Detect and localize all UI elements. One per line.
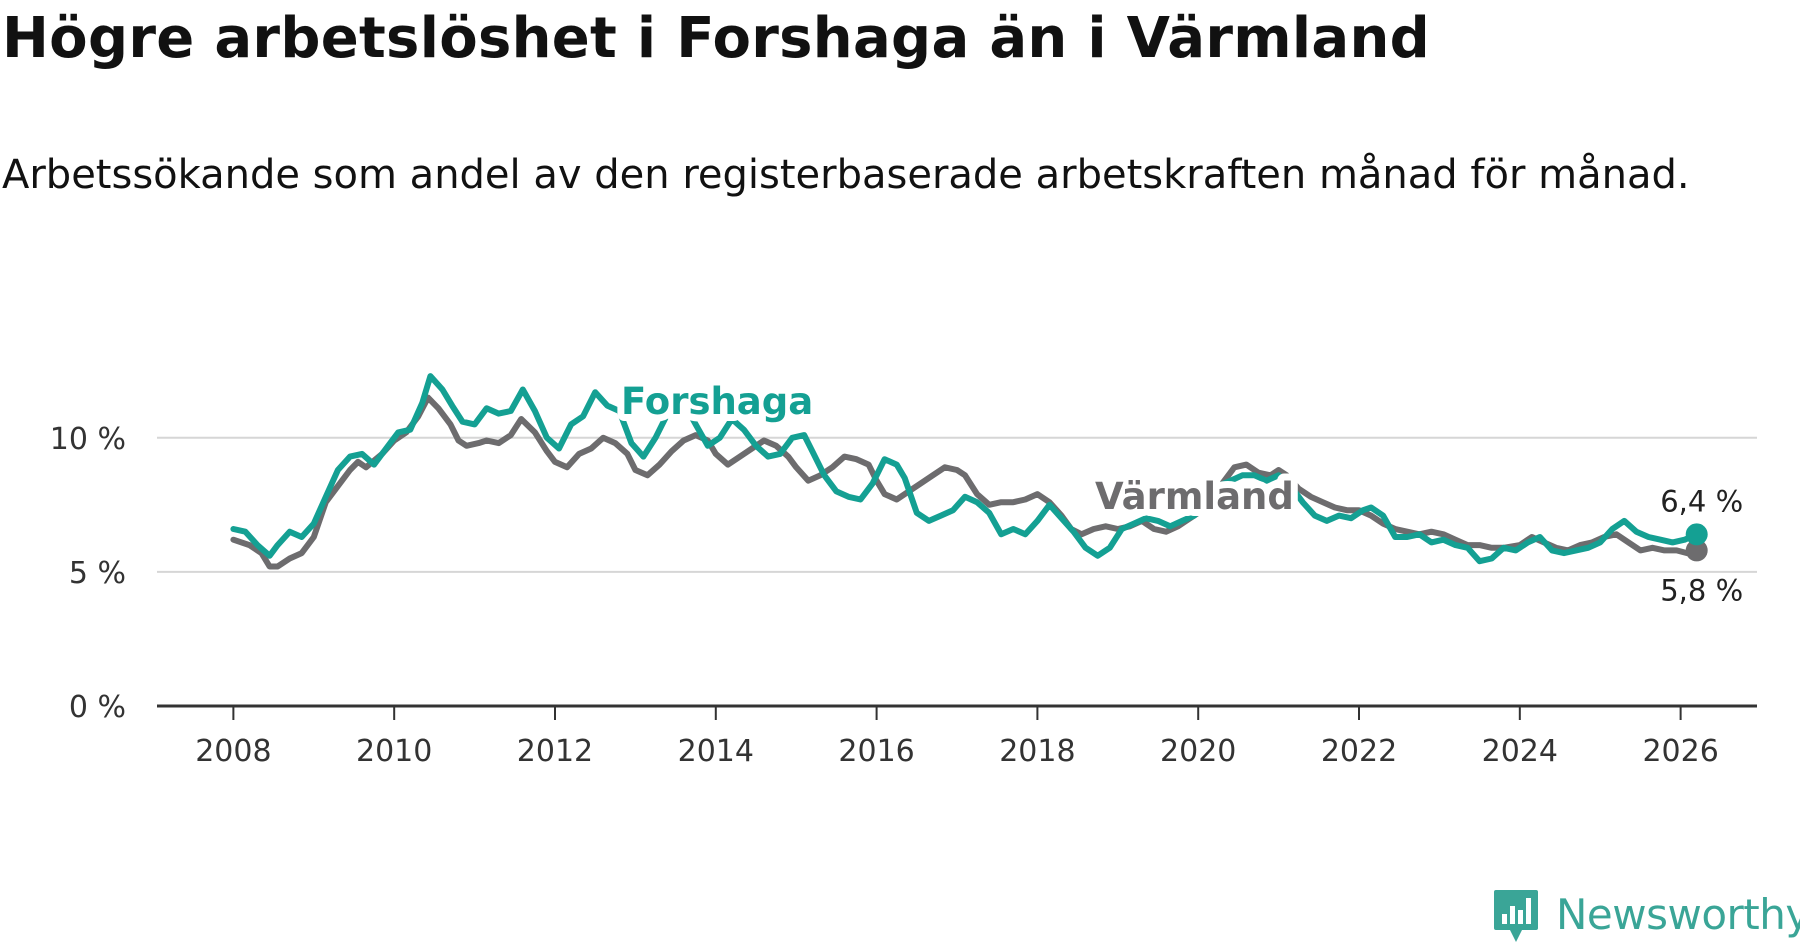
x-tick-label: 2010 [356, 734, 432, 769]
x-tick-label: 2022 [1321, 734, 1397, 769]
chart-title: Högre arbetslöshet i Forshaga än i Värml… [2, 6, 1431, 71]
end-marker-v-rmland [1685, 539, 1708, 562]
newsworthy-brand: Newsworthy [1492, 888, 1800, 944]
x-tick-label: 2018 [999, 734, 1075, 769]
y-tick-label: 5 % [69, 556, 126, 591]
x-tick-label: 2012 [517, 734, 593, 769]
x-tick-label: 2026 [1642, 734, 1718, 769]
newsworthy-brand-name: Newsworthy [1556, 890, 1800, 939]
x-tick-label: 2020 [1160, 734, 1236, 769]
series-label-v-rmland: Värmland [1095, 475, 1294, 518]
y-tick-label: 0 % [69, 690, 126, 725]
y-tick-label: 10 % [50, 422, 126, 457]
x-tick-label: 2016 [838, 734, 914, 769]
series-line-v-rmland [230, 394, 1700, 570]
x-tick-label: 2008 [195, 734, 271, 769]
end-value-label-forshaga: 6,4 % [1660, 484, 1743, 518]
chart-subtitle: Arbetssökande som andel av den registerb… [2, 152, 1690, 198]
series-line-forshaga [230, 373, 1700, 565]
end-marker-forshaga [1685, 523, 1708, 546]
x-tick-label: 2024 [1482, 734, 1558, 769]
newsworthy-logo-icon [1494, 890, 1538, 942]
series-label-forshaga: Forshaga [621, 380, 813, 423]
end-value-label-v-rmland: 5,8 % [1660, 573, 1743, 607]
x-tick-label: 2014 [678, 734, 754, 769]
